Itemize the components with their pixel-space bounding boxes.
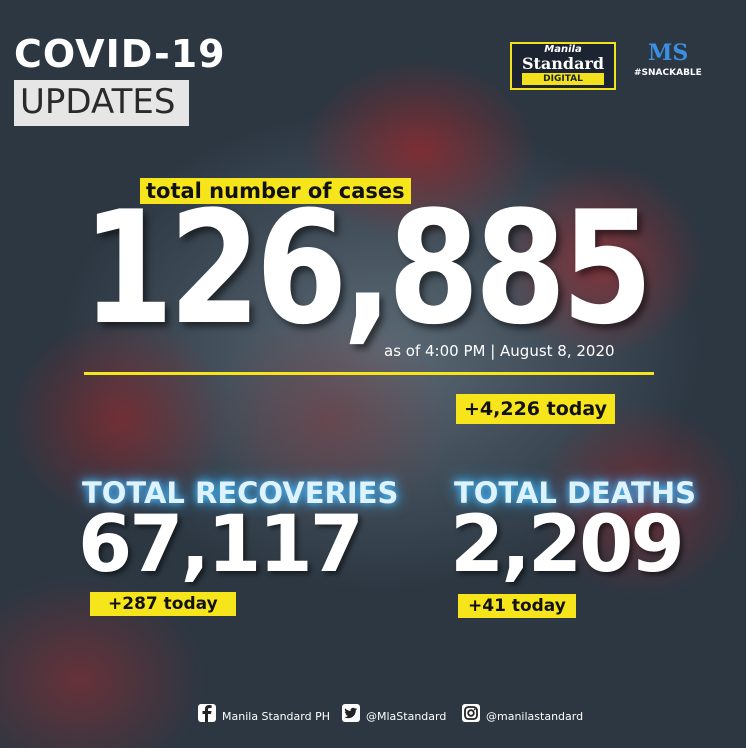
brand-tag: #SNACKABLE bbox=[634, 68, 702, 78]
as-of: as of 4:00 PM | August 8, 2020 bbox=[384, 342, 615, 360]
deaths-value: 2,209 bbox=[450, 500, 682, 590]
facebook-icon bbox=[198, 704, 216, 722]
logo: Manila Standard DIGITAL bbox=[510, 42, 616, 90]
twitter-icon bbox=[342, 704, 360, 722]
recoveries-today: +287 today bbox=[90, 592, 236, 616]
total-cases-label: total number of cases bbox=[140, 178, 411, 204]
logo-text: Standard bbox=[512, 55, 614, 72]
subtitle: UPDATES bbox=[14, 80, 189, 126]
total-cases-today: +4,226 today bbox=[456, 394, 615, 424]
footer-handle: @manilastandard bbox=[486, 710, 583, 723]
footer-handle: Manila Standard PH bbox=[222, 710, 330, 723]
recoveries-value: 67,117 bbox=[78, 500, 361, 590]
divider bbox=[84, 372, 654, 375]
total-cases-value: 126,885 bbox=[82, 178, 648, 360]
instagram-icon bbox=[462, 704, 480, 722]
title: COVID-19 bbox=[14, 32, 226, 76]
brand-mark: MS bbox=[648, 40, 688, 66]
logo-text: DIGITAL bbox=[522, 73, 604, 85]
footer-handle: @MlaStandard bbox=[366, 710, 446, 723]
infographic: COVID-19 UPDATES Manila Standard DIGITAL… bbox=[0, 0, 746, 748]
deaths-today: +41 today bbox=[458, 594, 576, 618]
